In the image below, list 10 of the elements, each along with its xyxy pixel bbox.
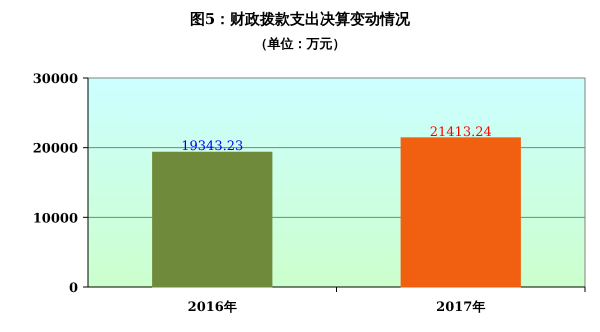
y-tick-label: 30000 xyxy=(32,72,78,87)
chart-title: 图5：财政拨款支出决算变动情况 xyxy=(190,10,412,28)
data-label: 19343.23 xyxy=(181,139,244,154)
y-tick-label: 10000 xyxy=(32,211,78,226)
data-label: 21413.24 xyxy=(430,124,492,140)
x-tick-label: 2017年 xyxy=(436,300,486,315)
y-tick-label: 20000 xyxy=(32,142,78,157)
y-tick-label: 0 xyxy=(68,281,78,296)
x-tick-label: 2016年 xyxy=(188,300,237,315)
chart-subtitle: （单位：万元） xyxy=(254,36,346,52)
